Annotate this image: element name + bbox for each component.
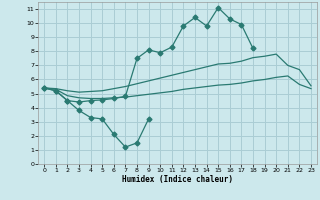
X-axis label: Humidex (Indice chaleur): Humidex (Indice chaleur) [122,175,233,184]
